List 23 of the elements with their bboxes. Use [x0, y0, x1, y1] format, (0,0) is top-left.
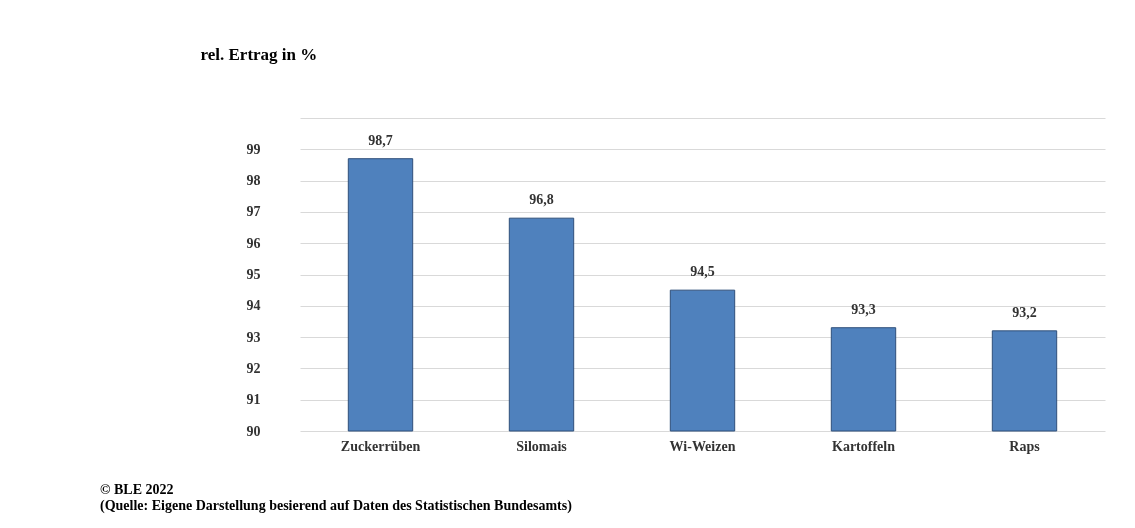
y-tick-label: 98 — [246, 173, 261, 189]
x-tick-label: Kartoffeln — [832, 438, 896, 454]
data-label: 93,2 — [1012, 304, 1037, 320]
data-label: 98,7 — [368, 132, 393, 148]
y-tick-label: 92 — [246, 360, 261, 376]
y-axis-title: rel. Ertrag in % — [200, 44, 318, 64]
y-tick-label: 94 — [246, 298, 261, 314]
x-tick-label: Zuckerrüben — [340, 438, 421, 454]
x-tick-label: Wi-Weizen — [669, 438, 736, 454]
data-label: 94,5 — [690, 264, 715, 280]
y-tick-label: 97 — [246, 204, 261, 220]
text: © BLE 2022 — [100, 482, 174, 497]
data-label: 96,8 — [529, 192, 554, 208]
y-tick-label: 95 — [246, 267, 261, 282]
text: (Quelle: Eigene Darstellung besierend auf Daten des Statistischen Bundesamts) — [100, 498, 573, 514]
y-tick-label: 93 — [246, 329, 261, 345]
y-tick-label: 91 — [246, 392, 261, 408]
y-tick-label: 96 — [246, 235, 261, 251]
x-tick-label: Silomais — [516, 438, 568, 454]
y-tick-label: 90 — [246, 423, 261, 439]
x-tick-label: Raps — [1009, 438, 1041, 454]
y-tick-label: 99 — [246, 141, 261, 157]
data-label: 93,3 — [851, 301, 876, 317]
